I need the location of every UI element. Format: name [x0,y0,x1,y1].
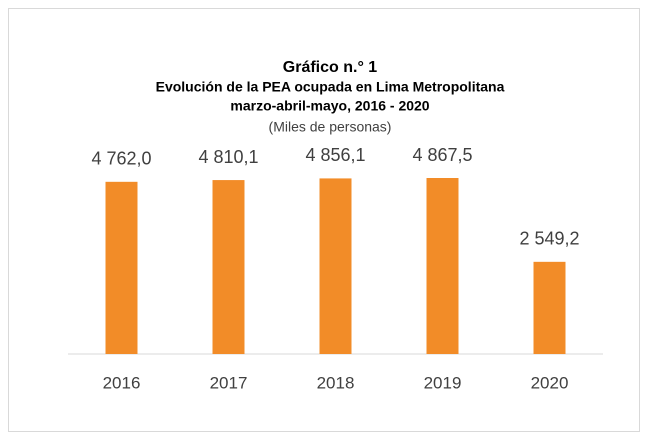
value-label: 2 549,2 [519,229,579,249]
chart-subtitle: Evolución de la PEA ocupada en Lima Metr… [156,79,505,95]
x-tick-label: 2019 [424,373,462,392]
x-tick-label: 2018 [317,373,355,392]
bar [426,178,459,354]
bar [533,261,566,354]
value-label: 4 810,1 [198,147,258,167]
bar [319,178,352,354]
x-tick-label: 2016 [103,373,141,392]
value-label: 4 856,1 [305,145,365,165]
chart-units: (Miles de personas) [269,119,392,135]
chart-title: Gráfico n.° 1 [283,59,378,76]
value-label: 4 762,0 [91,149,151,169]
bar [212,180,245,354]
chart-period: marzo-abril-mayo, 2016 - 2020 [230,98,429,114]
value-label: 4 867,5 [412,145,472,165]
bar [105,181,138,354]
x-tick-label: 2020 [531,373,569,392]
x-tick-label: 2017 [210,373,248,392]
